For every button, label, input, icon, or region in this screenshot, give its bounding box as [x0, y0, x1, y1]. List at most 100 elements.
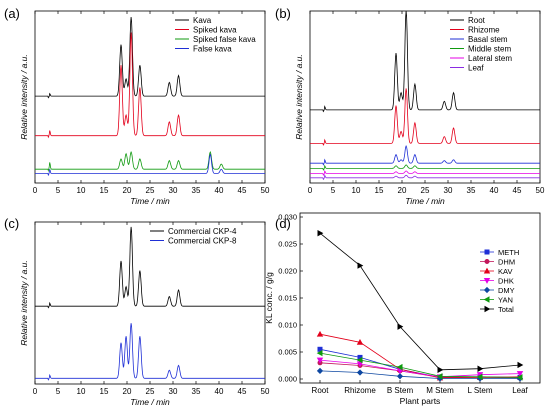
- x-tick-label: 5: [331, 186, 336, 195]
- data-point: [317, 229, 324, 237]
- legend-label: Spiked kava: [193, 26, 237, 35]
- legend-label: Kava: [193, 16, 212, 25]
- x-tick-label: 35: [467, 186, 476, 195]
- data-point: [477, 365, 484, 372]
- y-axis-label: Relative intensity / a.u.: [19, 260, 29, 346]
- data-point: [483, 286, 491, 294]
- trace-middle-stem: [310, 164, 540, 171]
- legend-label: Commercial CKP-8: [168, 237, 237, 246]
- series-line: [319, 352, 521, 378]
- series-kav: [316, 330, 524, 381]
- x-tick-label: 25: [421, 186, 430, 195]
- data-point: [316, 349, 323, 357]
- series-line: [319, 232, 521, 371]
- legend-label: Middle stem: [468, 45, 511, 54]
- x-axis-label: Time / min: [130, 196, 170, 206]
- legend-label: DMY: [498, 286, 515, 295]
- trace-false-kava: [35, 153, 265, 177]
- plot-frame: [34, 221, 266, 385]
- series-total: [317, 229, 524, 374]
- x-tick-label: 25: [146, 186, 155, 195]
- x-tick-label: 0: [33, 186, 38, 195]
- x-tick-label: 50: [261, 186, 270, 195]
- trace-commercial-ckp-4: [35, 226, 265, 309]
- x-tick-label: 35: [192, 387, 201, 396]
- legend-label: Root: [468, 16, 486, 25]
- x-tick-label: 25: [146, 387, 155, 396]
- x-tick-label: 50: [536, 186, 545, 195]
- legend-label: Commercial CKP-4: [168, 227, 237, 236]
- x-tick-label: 50: [261, 387, 270, 396]
- x-tick-label: Rhizome: [344, 386, 376, 395]
- y-tick-label: 0.025: [278, 240, 297, 249]
- y-axis-label: Relative intensity / a.u.: [294, 54, 304, 140]
- x-tick-label: 0: [308, 186, 313, 195]
- trace-spiked-kava: [35, 32, 265, 139]
- trace-commercial-ckp-8: [35, 323, 265, 381]
- x-tick-label: Leaf: [512, 386, 528, 395]
- x-tick-label: L Stem: [467, 386, 492, 395]
- x-tick-label: 5: [56, 186, 61, 195]
- trace-lateral-stem: [310, 169, 540, 176]
- data-point: [396, 363, 403, 371]
- x-tick-label: 45: [238, 186, 247, 195]
- data-point: [436, 373, 443, 380]
- x-axis-label: Time / min: [405, 196, 445, 206]
- data-point: [484, 258, 490, 264]
- series-line: [319, 359, 521, 378]
- y-axis-label: KL conc. / g/g: [264, 272, 274, 324]
- y-axis-label: Relative intensity / a.u.: [19, 54, 29, 140]
- data-point: [483, 277, 491, 284]
- data-point: [476, 373, 483, 381]
- x-axis-label: Plant parts: [400, 396, 441, 406]
- data-point: [484, 249, 490, 255]
- x-tick-label: 10: [77, 186, 86, 195]
- panel-label: (c): [4, 216, 19, 231]
- x-axis-label: Time / min: [130, 397, 170, 407]
- legend-label: False kava: [193, 45, 232, 54]
- x-tick-label: 40: [215, 186, 224, 195]
- x-tick-label: 45: [513, 186, 522, 195]
- panel-d: (d) 0.000 0.005 0.010 0.015 0.020 0.025 0.030 Ro…: [264, 213, 541, 406]
- series-yan: [316, 349, 523, 381]
- x-tick-label: 40: [215, 387, 224, 396]
- x-tick-label: 0: [33, 387, 38, 396]
- x-tick-label: B Stem: [387, 386, 414, 395]
- legend-label: METH: [498, 248, 519, 257]
- x-tick-label: 20: [398, 186, 407, 195]
- legend-label: YAN: [498, 296, 513, 305]
- y-tick-label: 0.000: [278, 375, 297, 384]
- legend-label: Spiked false kava: [193, 35, 256, 44]
- data-point: [484, 305, 491, 313]
- x-tick-label: 15: [100, 186, 109, 195]
- panel-a: (a) 0 5 10 15 20 25 30 35 40 45 50 Time / min Relativ…: [4, 6, 270, 206]
- x-tick-label: 30: [169, 186, 178, 195]
- data-point: [516, 371, 524, 377]
- x-tick-label: 30: [169, 387, 178, 396]
- y-tick-label: 0.020: [278, 267, 297, 276]
- trace-root: [310, 10, 540, 113]
- data-point: [517, 361, 524, 369]
- trace-basal-stem: [310, 144, 540, 166]
- trace-leaf: [310, 174, 540, 181]
- legend-label: KAV: [498, 267, 512, 276]
- x-tick-label: M Stem: [426, 386, 454, 395]
- panel-label: (d): [275, 216, 291, 231]
- series-line: [319, 370, 520, 379]
- series-line: [319, 362, 521, 379]
- data-point: [356, 369, 364, 376]
- legend-label: Leaf: [468, 64, 484, 73]
- x-tick-label: 30: [444, 186, 453, 195]
- y-tick-label: 0.015: [278, 294, 297, 303]
- x-tick-label: 10: [77, 387, 86, 396]
- trace-kava: [35, 16, 265, 99]
- legend-label: Lateral stem: [468, 54, 512, 63]
- data-point: [316, 330, 324, 337]
- legend-label: DHK: [498, 277, 514, 286]
- data-point: [316, 357, 324, 364]
- x-tick-label: 10: [352, 186, 361, 195]
- x-tick-label: 45: [238, 387, 247, 396]
- series-dhk: [316, 357, 524, 381]
- panel-b: (b) 0 5 10 15 20 25 30 35 40 45 50 Time / min Relativ…: [275, 6, 545, 206]
